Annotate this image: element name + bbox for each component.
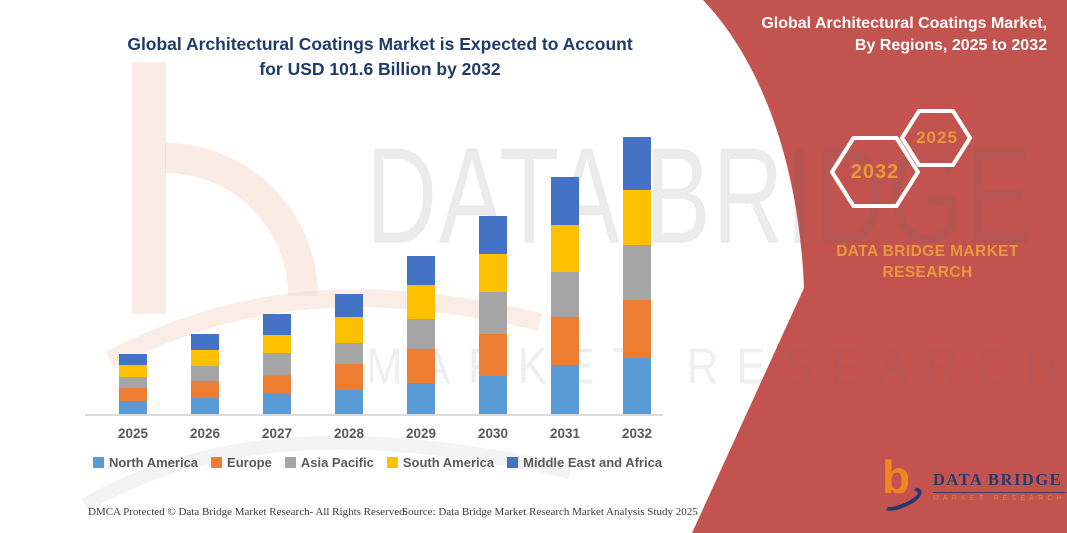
legend-item: North America: [92, 455, 199, 470]
bar-segment: [623, 300, 651, 358]
bar-segment: [551, 177, 579, 225]
chart-title: Global Architectural Coatings Market is …: [80, 32, 680, 82]
bar-segment: [551, 317, 579, 365]
dmca-notice: DMCA Protected © Data Bridge Market Rese…: [88, 506, 408, 518]
bar-segment: [263, 353, 291, 375]
chart-legend: North America Europe Asia Pacific South Ame…: [85, 455, 670, 470]
databridge-logo-icon: b: [877, 454, 925, 516]
x-axis-tick-label: 2028: [333, 426, 365, 441]
legend-label: Europe: [227, 455, 272, 470]
x-axis-tick-label: 2027: [261, 426, 293, 441]
legend-swatch-icon: [211, 457, 223, 468]
bar-segment: [335, 390, 363, 414]
legend-item: Asia Pacific: [284, 455, 374, 470]
bar-segment: [191, 381, 219, 398]
side-panel-title-line1: Global Architectural Coatings Market,: [761, 15, 1047, 32]
logo-wordmark: DATA BRIDGE: [933, 470, 1063, 489]
legend-label: South America: [402, 455, 495, 470]
chart-title-line2: for USD 101.6 Billion by 2032: [259, 59, 501, 79]
side-panel-title-line2: By Regions, 2025 to 2032: [854, 37, 1047, 54]
bar-segment: [479, 216, 507, 254]
brand-name-line1: DATA BRIDGE MARKET: [836, 243, 1019, 260]
logo-divider: [933, 492, 1066, 493]
bar-segment: [335, 343, 363, 364]
bar-segment: [191, 398, 219, 414]
bar-segment: [479, 334, 507, 376]
bar-segment: [263, 314, 291, 335]
bar-segment: [551, 225, 579, 272]
brand-name-line2: RESEARCH: [882, 264, 973, 281]
x-axis-tick-label: 2029: [405, 426, 437, 441]
bar-segment: [119, 401, 147, 414]
bar-segment: [623, 190, 651, 245]
bar-segment: [263, 335, 291, 353]
bar-segment: [623, 137, 651, 190]
chart-title-line1: Global Architectural Coatings Market is …: [127, 34, 633, 54]
logo-subtitle: MARKET RESEARCH: [933, 495, 1066, 502]
bar-segment: [335, 317, 363, 343]
x-axis-tick-label: 2030: [477, 426, 509, 441]
legend-swatch-icon: [386, 457, 398, 468]
logo-b-glyph: b: [882, 451, 911, 503]
brand-name-text: DATA BRIDGE MARKET RESEARCH: [815, 241, 1040, 283]
x-axis-tick-label: 2031: [549, 426, 581, 441]
bar-segment: [479, 292, 507, 334]
bar-segment: [551, 365, 579, 414]
legend-swatch-icon: [284, 457, 296, 468]
bar-segment: [407, 256, 435, 285]
bar-segment: [407, 285, 435, 319]
side-panel-title: Global Architectural Coatings Market, By…: [735, 13, 1047, 57]
legend-label: North America: [108, 455, 199, 470]
bar-segment: [335, 364, 363, 390]
bar-segment: [479, 254, 507, 292]
bar-segment: [119, 354, 147, 365]
bar-segment: [407, 319, 435, 349]
x-axis-tick-label: 2032: [621, 426, 653, 441]
bar-segment: [191, 366, 219, 381]
bar-segment: [551, 272, 579, 317]
legend-swatch-icon: [507, 457, 519, 468]
bar-segment: [407, 349, 435, 383]
bar-segment: [119, 388, 147, 401]
bar-segment: [191, 350, 219, 366]
databridge-logo: b DATA BRIDGE MARKET RESEARCH: [877, 454, 1066, 516]
hex-badge-2032-label: 2032: [850, 161, 900, 183]
legend-label: Middle East and Africa: [523, 455, 663, 470]
legend-item: South America: [386, 455, 495, 470]
bar-segment: [335, 294, 363, 317]
bar-segment: [119, 365, 147, 377]
legend-label: Asia Pacific: [300, 455, 374, 470]
bar-segment: [191, 334, 219, 350]
bar-segment: [623, 358, 651, 414]
x-axis-tick-label: 2025: [117, 426, 149, 441]
source-note: Source: Data Bridge Market Research Mark…: [402, 506, 698, 518]
x-axis-tick-label: 2026: [189, 426, 221, 441]
bar-segment: [479, 376, 507, 414]
bar-segment: [623, 245, 651, 300]
bar-segment: [263, 394, 291, 414]
bar-segment: [119, 377, 147, 388]
bar-segment: [263, 375, 291, 394]
bar-segment: [407, 383, 435, 414]
hexagon-badges: [830, 109, 972, 208]
legend-swatch-icon: [92, 457, 104, 468]
hex-badge-2025-label: 2025: [916, 128, 958, 147]
legend-item: Europe: [211, 455, 272, 470]
legend-item: Middle East and Africa: [507, 455, 662, 470]
x-axis-line: [85, 414, 663, 416]
